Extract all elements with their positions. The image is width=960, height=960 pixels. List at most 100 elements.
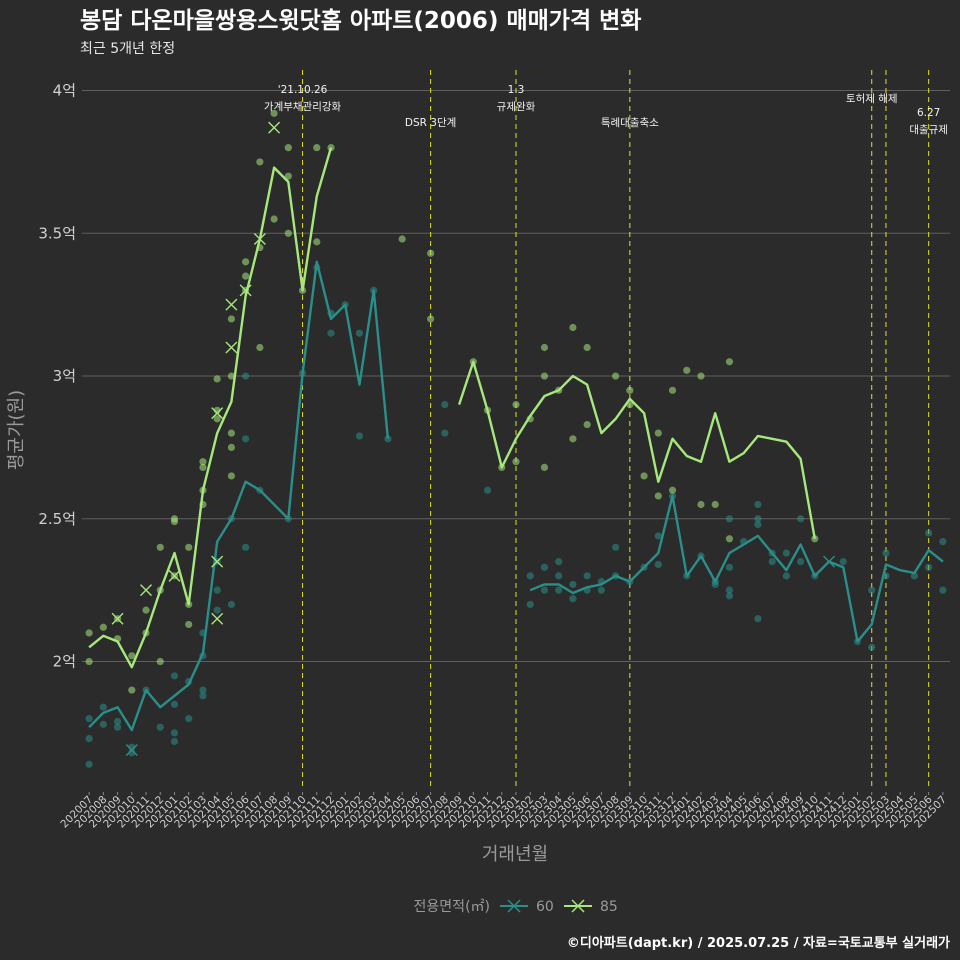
x-mark	[168, 569, 181, 582]
data-point	[170, 672, 179, 680]
data-point	[654, 532, 662, 540]
data-point	[796, 558, 805, 566]
event-label: '21.10.26	[278, 84, 328, 96]
data-point	[569, 580, 577, 589]
data-point	[185, 620, 193, 629]
y-tick-label: 3억	[53, 367, 76, 385]
x-mark	[140, 584, 153, 597]
event-label: 규제완화	[497, 100, 536, 113]
data-point	[540, 586, 549, 594]
data-point	[384, 435, 392, 443]
y-axis-title: 평균가(원)	[6, 390, 27, 470]
data-point	[242, 372, 250, 380]
event-label: 6.27	[917, 107, 940, 119]
legend-item-85: 85	[564, 899, 618, 915]
data-point	[256, 158, 264, 166]
x-mark	[211, 407, 224, 420]
legend-items: 60 85	[500, 899, 618, 915]
data-point	[242, 435, 250, 443]
data-point	[612, 372, 620, 380]
x-axis-title: 거래년월	[482, 844, 548, 865]
event-label: 가계부채관리강화	[264, 101, 342, 113]
series-line	[529, 494, 944, 643]
data-point	[725, 586, 734, 594]
data-point	[583, 572, 591, 580]
data-point	[227, 443, 236, 452]
data-point	[99, 623, 107, 631]
data-point	[85, 760, 93, 768]
data-point	[213, 606, 221, 614]
data-point	[227, 315, 236, 323]
data-point	[355, 432, 364, 440]
data-point	[754, 500, 762, 509]
data-point	[170, 729, 179, 737]
data-point	[910, 572, 919, 580]
event-label: DSR 3단계	[405, 117, 456, 129]
legend-x-mark	[571, 899, 585, 913]
x-tick-labels: 2020072020082020092020102020112020122021…	[58, 792, 949, 830]
data-point	[597, 586, 605, 594]
data-point	[782, 549, 790, 557]
x-mark	[225, 298, 238, 311]
data-point	[640, 472, 648, 480]
data-point	[128, 686, 136, 694]
data-point	[427, 249, 435, 257]
data-point	[925, 563, 933, 571]
series-line	[88, 147, 333, 669]
chart-subtitle: 최근 5개년 한정	[80, 41, 175, 57]
data-point	[711, 500, 719, 509]
series-60	[85, 260, 947, 768]
legend-item-60: 60	[500, 899, 554, 915]
event-label: 특례대출축소	[601, 117, 659, 129]
data-point	[583, 343, 591, 352]
data-point	[540, 563, 549, 571]
data-point	[569, 435, 577, 443]
data-point	[483, 486, 492, 494]
data-point	[185, 715, 193, 723]
x-mark	[111, 612, 124, 625]
data-point	[555, 572, 563, 580]
data-point	[85, 715, 93, 723]
data-point	[85, 657, 93, 666]
data-point	[697, 500, 705, 509]
y-tick-label: 2.5억	[38, 510, 76, 528]
data-point	[569, 323, 577, 332]
data-point	[668, 386, 677, 394]
data-point	[626, 386, 634, 394]
data-point	[85, 735, 93, 743]
y-tick-label: 3.5억	[38, 224, 76, 242]
series-line	[88, 260, 390, 732]
data-point	[939, 586, 947, 594]
legend-label: 85	[600, 899, 618, 915]
data-point	[99, 703, 107, 711]
data-point	[227, 472, 236, 480]
series-85	[85, 109, 819, 694]
data-point	[199, 686, 207, 694]
data-point	[925, 529, 933, 537]
data-point	[555, 586, 563, 594]
x-mark	[125, 744, 138, 757]
data-point	[697, 372, 705, 380]
data-point	[526, 572, 534, 580]
data-point	[256, 343, 264, 352]
data-point	[313, 238, 321, 246]
data-point	[156, 543, 164, 551]
data-point	[99, 720, 107, 728]
data-point	[213, 375, 221, 383]
data-point	[512, 458, 520, 466]
data-point	[725, 515, 734, 523]
data-point	[284, 172, 292, 180]
data-point	[654, 429, 662, 437]
data-point	[128, 652, 136, 660]
data-point	[668, 486, 677, 494]
x-mark	[211, 612, 224, 625]
x-mark	[225, 341, 238, 354]
data-point	[156, 723, 164, 731]
data-point	[213, 415, 221, 423]
data-point	[270, 109, 278, 117]
data-point	[725, 563, 734, 571]
data-point	[113, 717, 122, 726]
legend-label: 60	[536, 899, 554, 915]
